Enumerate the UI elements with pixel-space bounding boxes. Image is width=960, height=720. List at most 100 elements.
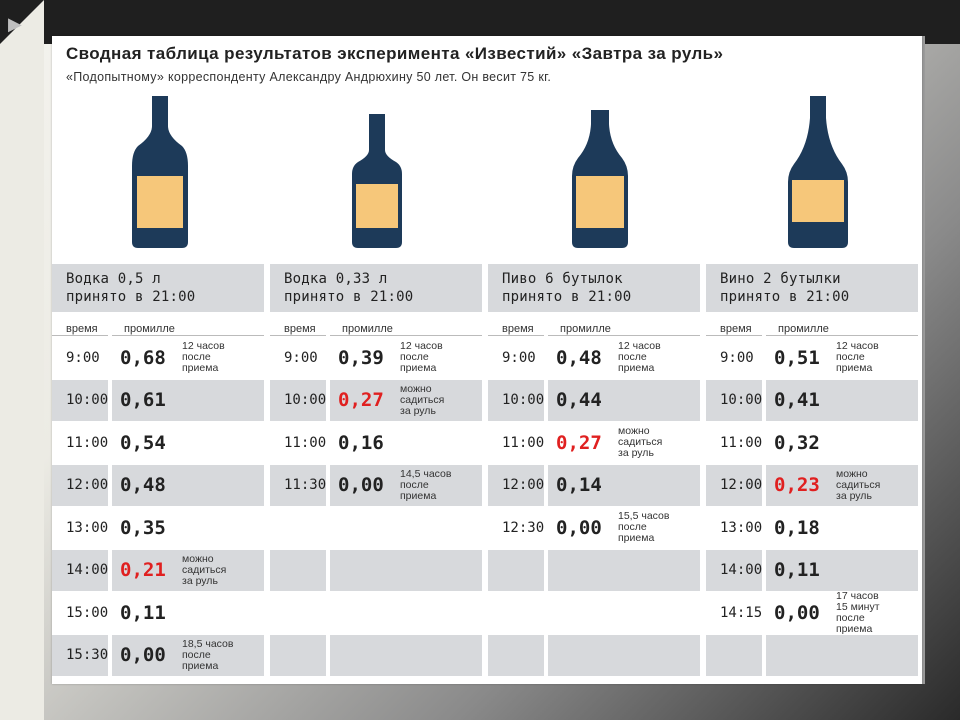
value-cell: 0,32 — [766, 422, 918, 464]
table-row: 15:30 0,00 18,5 часов после приема — [52, 634, 264, 676]
time-cell: 12:00 — [706, 464, 762, 506]
table-row: 11:00 0,16 — [270, 422, 482, 464]
drink-name: Водка 0,5 л — [66, 271, 161, 287]
time-cell: 10:00 — [270, 379, 326, 421]
table-row: 13:00 0,18 — [706, 507, 918, 549]
column-header: Вино 2 бутылки принято в 21:00 — [706, 264, 918, 312]
table-row: 9:00 0,68 12 часов после приема — [52, 337, 264, 379]
page-title: Сводная таблица результатов эксперимента… — [66, 44, 724, 63]
table-column-vodka-05: Водка 0,5 л принято в 21:00 время промил… — [52, 264, 264, 676]
table-row: 11:00 0,54 — [52, 422, 264, 464]
row-note: 18,5 часов после приема — [182, 637, 234, 672]
table-row: 10:00 0,61 — [52, 379, 264, 421]
drink-name: Вино 2 бутылки — [720, 271, 841, 287]
value-cell: 0,16 — [330, 422, 482, 464]
table-row — [270, 634, 482, 676]
promille-value: 0,21 — [120, 559, 166, 582]
table-row — [270, 592, 482, 634]
table-row: 12:00 0,14 — [488, 464, 700, 506]
time-header: время — [488, 323, 544, 336]
time-cell — [488, 634, 544, 676]
value-cell: 0,39 12 часов после приема — [330, 337, 482, 379]
table-row: 13:00 0,35 — [52, 507, 264, 549]
time-cell — [706, 634, 762, 676]
table-row: 9:00 0,51 12 часов после приема — [706, 337, 918, 379]
subheader-row: время промилле — [52, 318, 264, 336]
vodka-05-bottle-icon — [132, 96, 188, 248]
row-note: можно садиться за руль — [182, 552, 227, 587]
table-row: 11:30 0,00 14,5 часов после приема — [270, 464, 482, 506]
time-cell: 11:30 — [270, 464, 326, 506]
value-cell — [330, 592, 482, 634]
drink-name: Водка 0,33 л — [284, 271, 388, 287]
row-note: 17 часов 15 минут после приема — [836, 589, 880, 635]
time-cell: 9:00 — [284, 349, 318, 366]
time-header: время — [52, 323, 108, 336]
table-column-wine: Вино 2 бутылки принято в 21:00 время про… — [706, 264, 918, 676]
promille-value: 0,11 — [120, 601, 166, 624]
row-note: 12 часов после приема — [182, 340, 225, 375]
subheader-row: время промилле — [488, 318, 700, 336]
value-cell — [330, 507, 482, 549]
value-cell: 0,23 можно садиться за руль — [766, 464, 918, 506]
value-cell: 0,11 — [112, 592, 264, 634]
row-note: 12 часов после приема — [400, 340, 443, 375]
promille-value: 0,68 — [120, 346, 166, 369]
promille-value: 0,16 — [338, 431, 384, 454]
table-row — [270, 549, 482, 591]
promille-header: промилле — [112, 323, 264, 336]
table-row — [488, 549, 700, 591]
time-cell: 12:00 — [52, 464, 108, 506]
value-cell: 0,18 — [766, 507, 918, 549]
promille-value: 0,32 — [774, 431, 820, 454]
row-note: 12 часов после приема — [618, 340, 661, 375]
vodka-033-bottle-icon — [352, 114, 402, 248]
value-cell: 0,11 — [766, 549, 918, 591]
value-cell: 0,00 15,5 часов после приема — [548, 507, 700, 549]
time-cell — [270, 549, 326, 591]
value-cell: 0,41 — [766, 379, 918, 421]
slide-bullet-icon: ▶ — [8, 14, 22, 34]
value-cell — [766, 634, 918, 676]
time-cell: 13:00 — [66, 519, 109, 536]
taken-time: принято в 21:00 — [66, 289, 196, 305]
value-cell: 0,14 — [548, 464, 700, 506]
time-cell: 14:00 — [706, 549, 762, 591]
table-row — [488, 634, 700, 676]
slide-corner — [0, 0, 44, 44]
time-cell — [270, 634, 326, 676]
time-header: время — [270, 323, 326, 336]
value-cell: 0,27 можно садиться за руль — [548, 422, 700, 464]
time-cell: 9:00 — [720, 349, 754, 366]
time-cell: 15:30 — [52, 634, 108, 676]
time-cell: 13:00 — [720, 519, 763, 536]
table-row: 12:00 0,23 можно садиться за руль — [706, 464, 918, 506]
slide-frame-left — [0, 0, 44, 720]
time-cell: 14:15 — [720, 604, 763, 621]
time-cell — [270, 592, 326, 634]
time-cell: 11:00 — [502, 434, 545, 451]
time-cell: 10:00 — [52, 379, 108, 421]
column-header: Водка 0,33 л принято в 21:00 — [270, 264, 482, 312]
time-cell: 11:00 — [720, 434, 763, 451]
promille-value: 0,11 — [774, 559, 820, 582]
value-cell — [548, 634, 700, 676]
promille-value: 0,44 — [556, 389, 602, 412]
promille-value: 0,00 — [120, 644, 166, 667]
value-cell: 0,44 — [548, 379, 700, 421]
promille-value: 0,00 — [774, 601, 820, 624]
time-cell: 9:00 — [502, 349, 536, 366]
time-header: время — [706, 323, 762, 336]
table-column-beer: Пиво 6 бутылок принято в 21:00 время про… — [488, 264, 700, 676]
promille-value: 0,00 — [338, 474, 384, 497]
drink-name: Пиво 6 бутылок — [502, 271, 623, 287]
table-row: 9:00 0,48 12 часов после приема — [488, 337, 700, 379]
promille-value: 0,23 — [774, 474, 820, 497]
value-cell: 0,61 — [112, 379, 264, 421]
table-row: 10:00 0,27 можно садиться за руль — [270, 379, 482, 421]
table-row: 14:00 0,11 — [706, 549, 918, 591]
value-cell — [330, 549, 482, 591]
promille-value: 0,27 — [338, 389, 384, 412]
table-row — [706, 634, 918, 676]
value-cell: 0,00 18,5 часов после приема — [112, 634, 264, 676]
